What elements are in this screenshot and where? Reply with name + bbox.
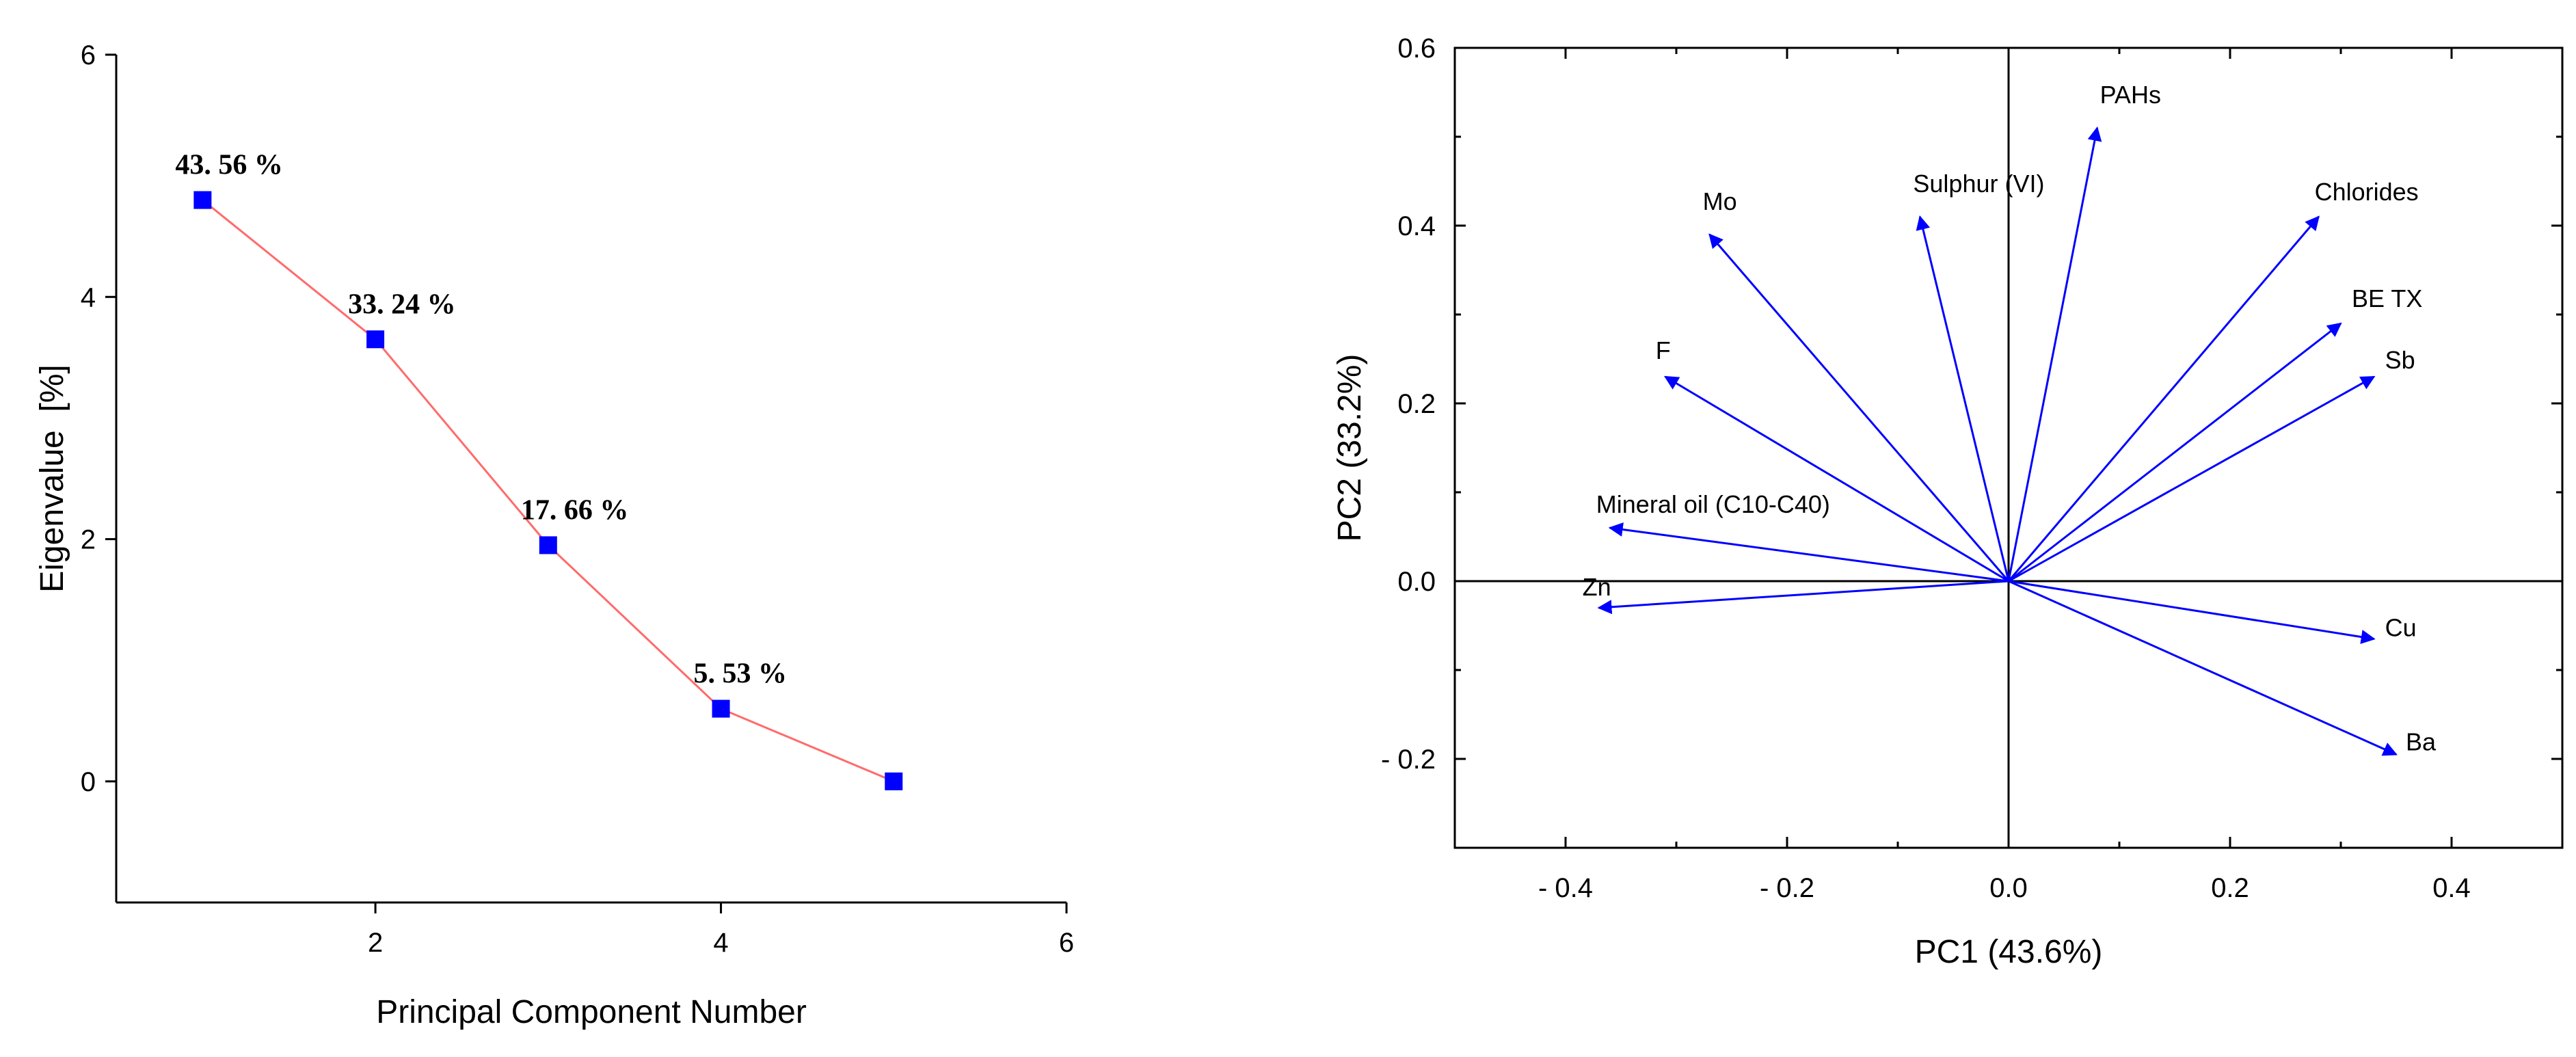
series-line [202, 199, 894, 783]
x-tick-label: 2 [368, 928, 383, 958]
vector-label: PAHs [2100, 81, 2161, 109]
x-tick-label: 4 [713, 928, 728, 958]
loading-vector [2008, 375, 2376, 583]
x-axis-title: PC1 (43.6%) [1915, 934, 2103, 970]
vector-label: Mo [1703, 187, 1737, 215]
data-label: 43. 56 % [175, 150, 283, 181]
x-tick-label: 6 [1059, 928, 1074, 958]
vector-label: F [1656, 336, 1671, 364]
y-tick-label: 0.6 [1397, 34, 1436, 64]
vector-label: Sulphur (VI) [1913, 170, 2044, 198]
data-label: 17. 66 % [521, 494, 629, 526]
scree-plot: 0 2 4 6 2 4 6 Principal Component Number Eigenva… [34, 40, 1074, 1030]
x-tick-label: 0.2 [2211, 873, 2249, 903]
data-point [885, 772, 903, 790]
vector-label: Ba [2406, 728, 2437, 756]
y-tick-label: 0.0 [1397, 567, 1436, 597]
vector-label: Zn [1583, 573, 1611, 601]
loading-vector [1916, 215, 2010, 582]
data-point [712, 699, 730, 718]
data-point [193, 191, 212, 209]
vector-label: Sb [2385, 346, 2415, 374]
y-tick-label: 4 [81, 282, 96, 312]
y-tick-label: 0.4 [1397, 211, 1436, 241]
x-tick-label: - 0.2 [1760, 873, 1814, 903]
loading-vector [2007, 126, 2102, 582]
y-tick-label: 2 [81, 525, 96, 555]
x-tick-label: 0.0 [1989, 873, 2028, 903]
y-tick-label: 0 [81, 767, 96, 797]
x-tick-label: - 0.4 [1538, 873, 1593, 903]
loading-vector [1708, 233, 2010, 582]
y-tick-label: - 0.2 [1381, 745, 1436, 775]
data-label: 5. 53 % [694, 658, 787, 690]
loading-vector [2007, 215, 2320, 582]
x-axis-title: Principal Component Number [376, 994, 807, 1030]
vector-label: Chlorides [2315, 178, 2419, 206]
y-axis-title: Eigenvalue [%] [34, 364, 70, 593]
loading-vector [2008, 580, 2398, 756]
x-tick-label: 0.4 [2432, 873, 2471, 903]
pca-biplot: - 0.2 0.0 0.2 0.4 0.6 - 0.4 - 0.2 0.0 0.2 0.4 PC1 … [1332, 34, 2564, 970]
loading-vector [1663, 375, 2009, 583]
data-label: 33. 24 % [348, 289, 456, 320]
y-axis-title: PC2 (33.2%) [1332, 354, 1368, 542]
vector-label: Cu [2385, 614, 2417, 642]
vector-label: BE TX [2352, 284, 2422, 312]
loading-vector [2008, 322, 2342, 583]
vector-label: Mineral oil (C10-C40) [1596, 490, 1830, 518]
data-point [366, 330, 385, 349]
data-point [539, 536, 557, 554]
y-tick-label: 0.2 [1397, 389, 1436, 419]
y-tick-label: 6 [81, 40, 96, 70]
loading-vector [2008, 580, 2376, 644]
loading-vector [1597, 580, 2009, 615]
loading-vector [1608, 522, 2009, 583]
